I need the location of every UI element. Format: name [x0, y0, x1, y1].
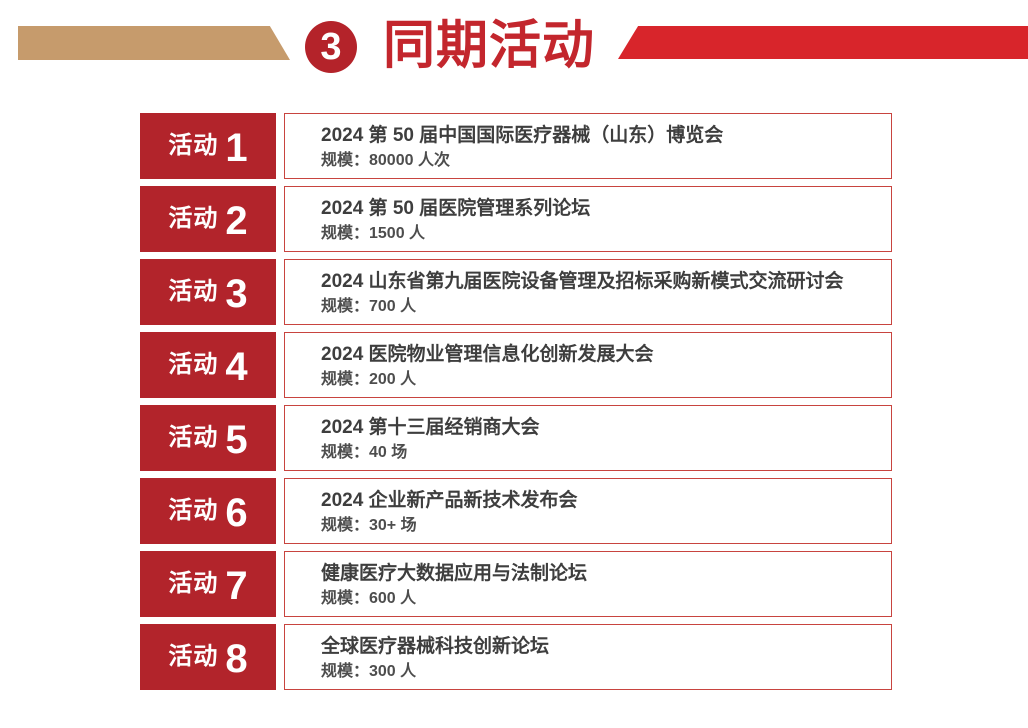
activity-content-8: 全球医疗器械科技创新论坛 规模：300 人	[284, 624, 892, 690]
activity-title: 全球医疗器械科技创新论坛	[321, 636, 550, 657]
activity-label-number: 2	[225, 199, 248, 243]
page-title: 同期活动	[383, 17, 596, 75]
activity-label-2: 活动 2	[140, 186, 276, 252]
activity-label-text: 活动	[168, 278, 219, 305]
red-banner-shape	[618, 26, 1028, 59]
activity-label-8: 活动 8	[140, 624, 276, 690]
row-gap	[276, 113, 284, 179]
tan-banner-shape	[18, 26, 290, 60]
activity-label-number: 7	[225, 564, 248, 608]
activity-row-4: 活动 4 2024 医院物业管理信息化创新发展大会 规模：200 人	[140, 332, 892, 398]
activity-label-number: 6	[225, 491, 248, 535]
activity-row-5: 活动 5 2024 第十三届经销商大会 规模：40 场	[140, 405, 892, 471]
activity-label-5: 活动 5	[140, 405, 276, 471]
activity-label-3: 活动 3	[140, 259, 276, 325]
row-gap	[276, 478, 284, 544]
activity-label-4: 活动 4	[140, 332, 276, 398]
activity-content-3: 2024 山东省第九届医院设备管理及招标采购新模式交流研讨会 规模：700 人	[284, 259, 892, 325]
activity-label-number: 3	[225, 272, 248, 316]
activity-label-1: 活动 1	[140, 113, 276, 179]
activity-row-1: 活动 1 2024 第 50 届中国国际医疗器械（山东）博览会 规模：80000…	[140, 113, 892, 179]
activity-label-text: 活动	[168, 643, 219, 670]
activity-label-text: 活动	[168, 351, 219, 378]
activity-label-number: 1	[225, 126, 248, 170]
activity-label-number: 5	[225, 418, 248, 462]
activity-content-2: 2024 第 50 届医院管理系列论坛 规模：1500 人	[284, 186, 892, 252]
activity-label-text: 活动	[168, 424, 219, 451]
activity-title: 2024 第十三届经销商大会	[321, 417, 540, 438]
activity-row-2: 活动 2 2024 第 50 届医院管理系列论坛 规模：1500 人	[140, 186, 892, 252]
activity-list: 活动 1 2024 第 50 届中国国际医疗器械（山东）博览会 规模：80000…	[140, 113, 892, 697]
row-gap	[276, 551, 284, 617]
row-gap	[276, 259, 284, 325]
activity-title: 2024 山东省第九届医院设备管理及招标采购新模式交流研讨会	[321, 271, 844, 292]
activity-title: 2024 第 50 届中国国际医疗器械（山东）博览会	[321, 125, 724, 146]
activity-content-5: 2024 第十三届经销商大会 规模：40 场	[284, 405, 892, 471]
row-gap	[276, 332, 284, 398]
activity-title: 2024 第 50 届医院管理系列论坛	[321, 198, 591, 219]
activity-row-6: 活动 6 2024 企业新产品新技术发布会 规模：30+ 场	[140, 478, 892, 544]
activity-scale: 规模：300 人	[321, 663, 417, 680]
activity-scale: 规模：80000 人次	[321, 152, 450, 169]
section-number: 3	[320, 26, 342, 68]
activity-scale: 规模：1500 人	[321, 225, 426, 242]
row-gap	[276, 186, 284, 252]
activity-content-4: 2024 医院物业管理信息化创新发展大会 规模：200 人	[284, 332, 892, 398]
activity-scale: 规模：600 人	[321, 590, 417, 607]
activity-content-6: 2024 企业新产品新技术发布会 规模：30+ 场	[284, 478, 892, 544]
row-gap	[276, 405, 284, 471]
row-gap	[276, 624, 284, 690]
activity-row-3: 活动 3 2024 山东省第九届医院设备管理及招标采购新模式交流研讨会 规模：7…	[140, 259, 892, 325]
activity-scale: 规模：700 人	[321, 298, 417, 315]
activity-content-1: 2024 第 50 届中国国际医疗器械（山东）博览会 规模：80000 人次	[284, 113, 892, 179]
activity-scale: 规模：30+ 场	[321, 517, 417, 534]
activity-label-number: 8	[225, 637, 248, 681]
activity-label-text: 活动	[168, 205, 219, 232]
activity-title: 健康医疗大数据应用与法制论坛	[321, 563, 588, 584]
activity-scale: 规模：200 人	[321, 371, 417, 388]
activity-label-number: 4	[225, 345, 248, 389]
activity-label-6: 活动 6	[140, 478, 276, 544]
activity-label-7: 活动 7	[140, 551, 276, 617]
activity-content-7: 健康医疗大数据应用与法制论坛 规模：600 人	[284, 551, 892, 617]
activity-scale: 规模：40 场	[321, 444, 408, 461]
activity-title: 2024 企业新产品新技术发布会	[321, 490, 578, 511]
activity-title: 2024 医院物业管理信息化创新发展大会	[321, 344, 654, 365]
activity-row-7: 活动 7 健康医疗大数据应用与法制论坛 规模：600 人	[140, 551, 892, 617]
activity-label-text: 活动	[168, 497, 219, 524]
section-number-badge: 3	[305, 21, 357, 73]
activity-label-text: 活动	[168, 570, 219, 597]
activity-row-8: 活动 8 全球医疗器械科技创新论坛 规模：300 人	[140, 624, 892, 690]
activity-label-text: 活动	[168, 132, 219, 159]
